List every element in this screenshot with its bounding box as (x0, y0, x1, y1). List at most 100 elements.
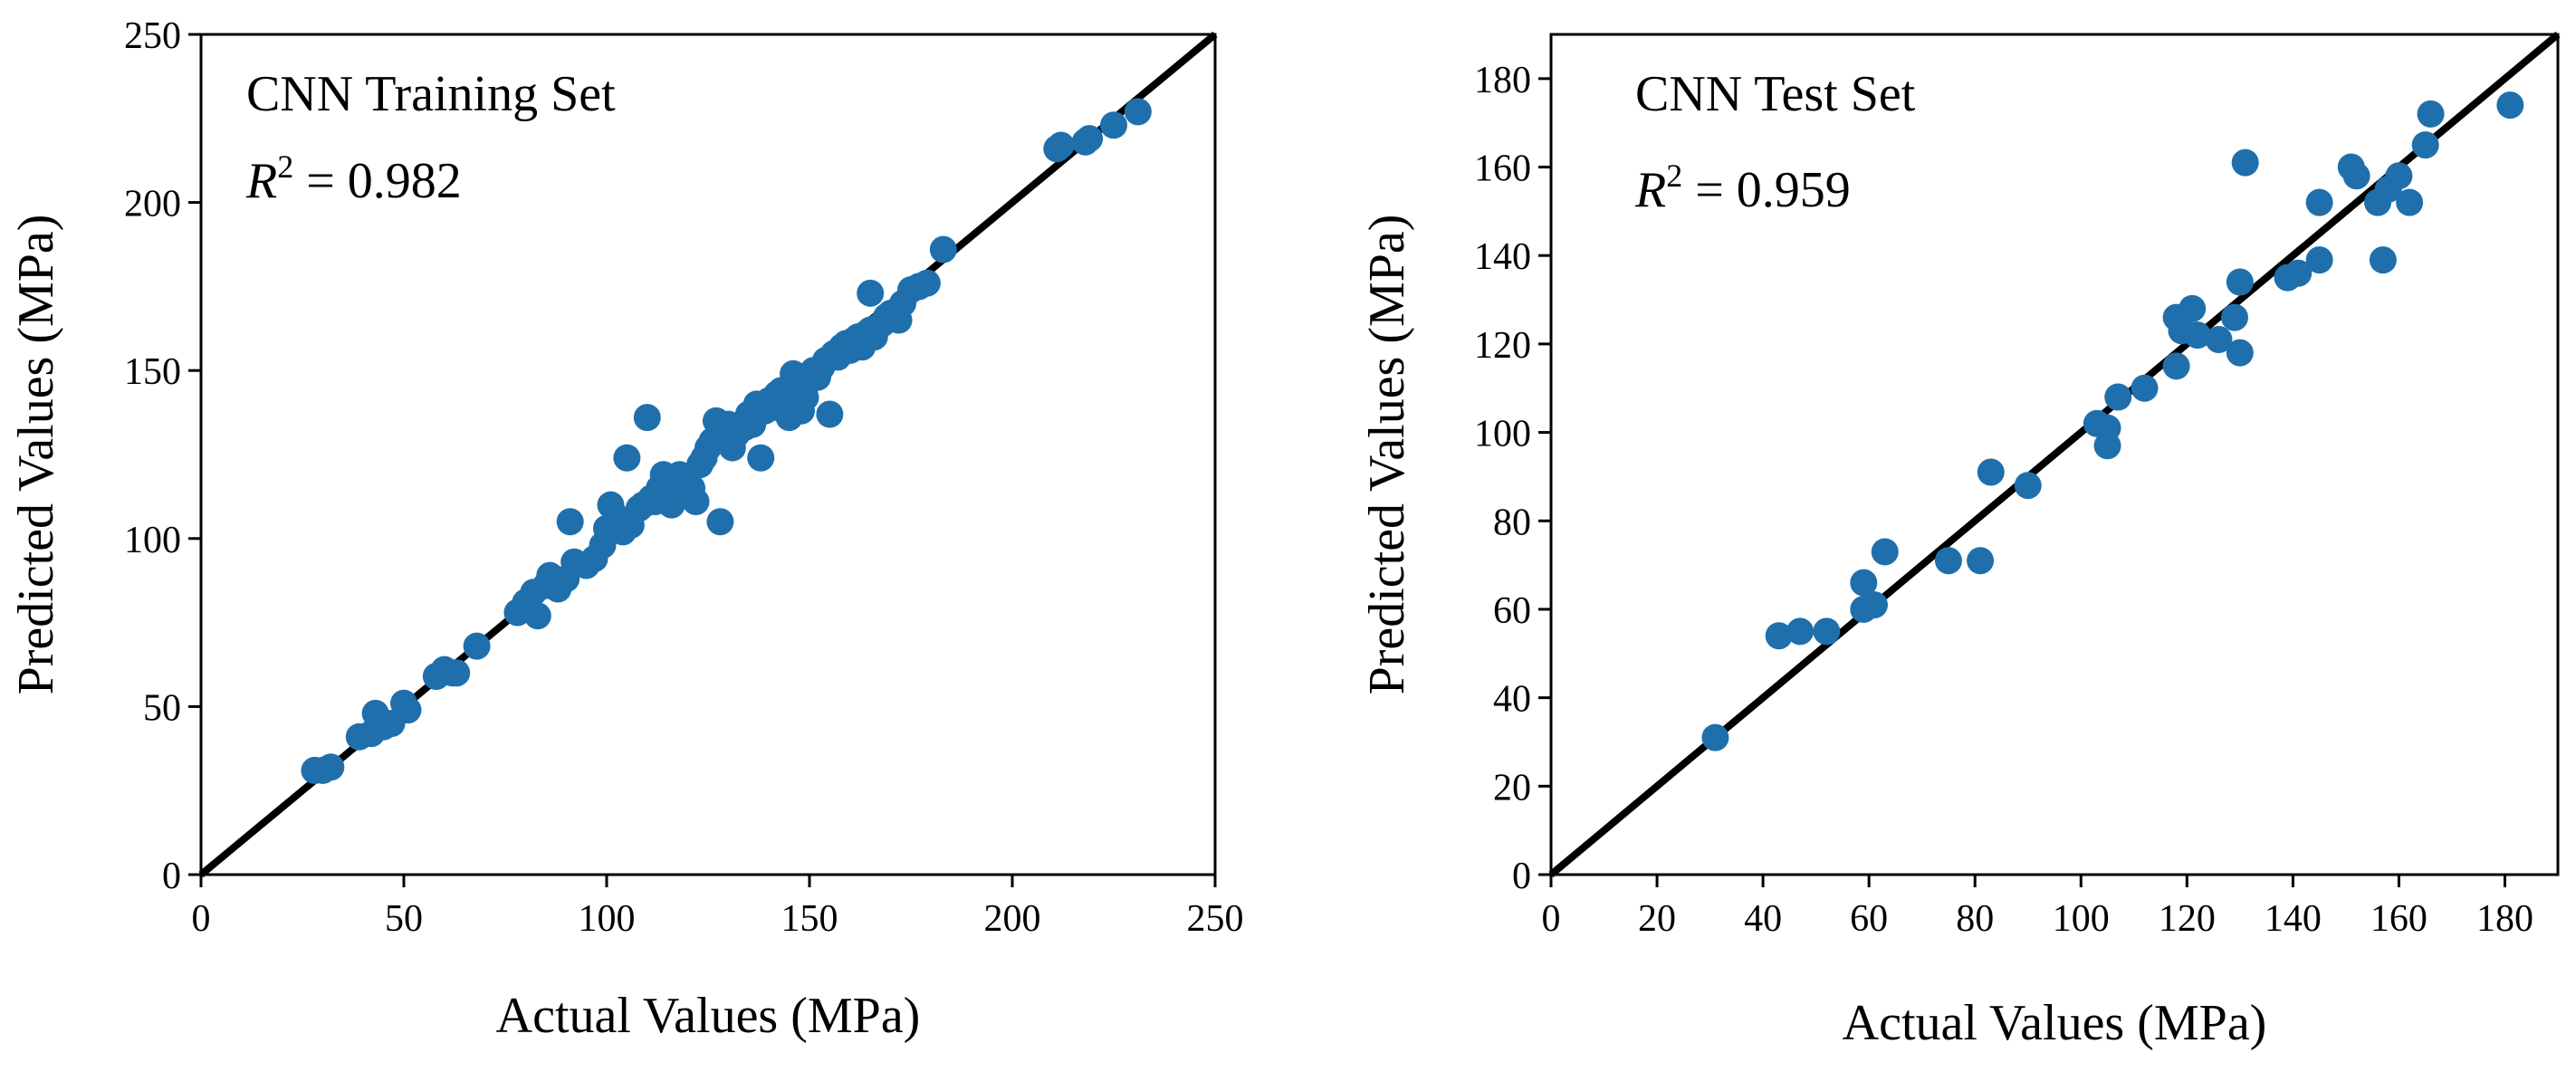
data-point (2220, 303, 2248, 331)
data-point (2284, 259, 2313, 287)
x-tick-label: 0 (1542, 898, 1561, 940)
data-point (394, 696, 422, 724)
data-point (2496, 91, 2524, 120)
x-tick-label: 60 (1850, 898, 1888, 940)
y-tick-label: 180 (1474, 60, 1531, 101)
data-point (2369, 246, 2397, 274)
data-point (2205, 326, 2233, 354)
x-axis-title: Actual Values (MPa) (496, 988, 921, 1044)
training-set-panel: 0 50 100 150 200 250 0 50 100 150 200 250 CNN Trai… (8, 15, 1244, 1044)
data-point (633, 404, 661, 432)
y-tick-label: 0 (162, 856, 181, 897)
test-set-panel: 0 20 40 60 80 100 120 140 160 180 0 20 40 60 80 100 120… (1359, 31, 2561, 1051)
r2-annotation: R2 = 0.959 (1634, 158, 1851, 218)
y-tick-label: 100 (1474, 414, 1531, 455)
data-point (1786, 617, 1815, 646)
y-tick-label: 20 (1493, 767, 1531, 809)
y-axis-title: Predicted Values (MPa) (1359, 215, 1415, 695)
y-tick-label: 60 (1493, 590, 1531, 632)
data-point (2342, 162, 2370, 190)
y-tick-label: 80 (1493, 502, 1531, 543)
y-tick-label: 200 (124, 184, 181, 225)
y-tick-label: 250 (124, 15, 181, 57)
x-axis: 0 50 100 150 200 250 (192, 875, 1244, 940)
data-point (1100, 111, 1127, 139)
data-point (2417, 100, 2445, 128)
x-tick-label: 20 (1638, 898, 1676, 940)
data-point (929, 235, 957, 263)
data-point (747, 444, 775, 472)
data-point (2179, 294, 2207, 322)
y-tick-label: 140 (1474, 236, 1531, 278)
data-point (2226, 339, 2254, 367)
x-tick-label: 250 (1187, 898, 1244, 940)
data-point (913, 269, 941, 297)
data-point (2093, 414, 2121, 442)
data-point (523, 602, 551, 630)
data-point (2411, 131, 2439, 159)
r2-symbol: R (1634, 162, 1666, 218)
data-point (1076, 125, 1104, 153)
x-tick-label: 50 (385, 898, 423, 940)
x-tick-label: 180 (2476, 898, 2533, 940)
data-point (2305, 188, 2333, 216)
data-point (317, 753, 345, 781)
data-point (1813, 617, 1841, 646)
data-point (1934, 547, 1962, 575)
data-point (2226, 268, 2254, 296)
x-tick-label: 40 (1744, 898, 1782, 940)
reference-line (1548, 31, 2561, 878)
data-point (1850, 569, 1878, 597)
data-point (816, 400, 844, 428)
data-point (706, 508, 734, 536)
x-tick-label: 160 (2370, 898, 2428, 940)
x-tick-label: 150 (781, 898, 838, 940)
data-point (2184, 321, 2212, 349)
data-point (857, 279, 885, 307)
data-point (443, 659, 471, 687)
data-point (613, 444, 641, 472)
r2-exponent: 2 (277, 148, 293, 185)
data-point (1967, 547, 1995, 575)
data-point (1861, 591, 1889, 619)
data-point (1124, 98, 1152, 126)
y-tick-label: 0 (1512, 856, 1531, 897)
chart-title: CNN Test Set (1635, 66, 1916, 122)
data-point (2131, 374, 2159, 402)
x-tick-label: 200 (984, 898, 1041, 940)
data-series (1701, 91, 2524, 751)
data-point (2014, 472, 2042, 500)
plot-frame (1549, 33, 2560, 876)
r2-value: = 0.959 (1682, 162, 1851, 218)
data-point (556, 508, 584, 536)
chart-title: CNN Training Set (246, 66, 616, 122)
data-series (301, 98, 1152, 784)
data-point (2305, 246, 2333, 274)
x-axis-title: Actual Values (MPa) (1843, 995, 2267, 1051)
x-tick-label: 120 (2159, 898, 2216, 940)
y-tick-label: 50 (143, 687, 181, 729)
r2-annotation: R2 = 0.982 (245, 148, 462, 209)
x-tick-label: 0 (192, 898, 211, 940)
x-axis: 0 20 40 60 80 100 120 140 160 180 (1542, 875, 2533, 940)
data-point (1871, 538, 1899, 566)
data-point (2231, 148, 2259, 177)
r2-exponent: 2 (1666, 158, 1682, 194)
data-point (682, 487, 710, 515)
r2-value: = 0.982 (293, 153, 462, 209)
data-point (2162, 352, 2190, 380)
y-tick-label: 40 (1493, 679, 1531, 721)
x-tick-label: 80 (1956, 898, 1994, 940)
data-point (1977, 458, 2005, 486)
x-tick-label: 100 (579, 898, 636, 940)
x-tick-label: 140 (2265, 898, 2322, 940)
data-point (2104, 383, 2132, 411)
y-axis: 0 50 100 150 200 250 (124, 15, 201, 897)
y-axis: 0 20 40 60 80 100 120 140 160 180 (1474, 60, 1551, 897)
y-tick-label: 160 (1474, 148, 1531, 190)
y-tick-label: 100 (124, 520, 181, 561)
data-point (463, 632, 491, 660)
data-point (2385, 162, 2413, 190)
y-tick-label: 120 (1474, 325, 1531, 367)
